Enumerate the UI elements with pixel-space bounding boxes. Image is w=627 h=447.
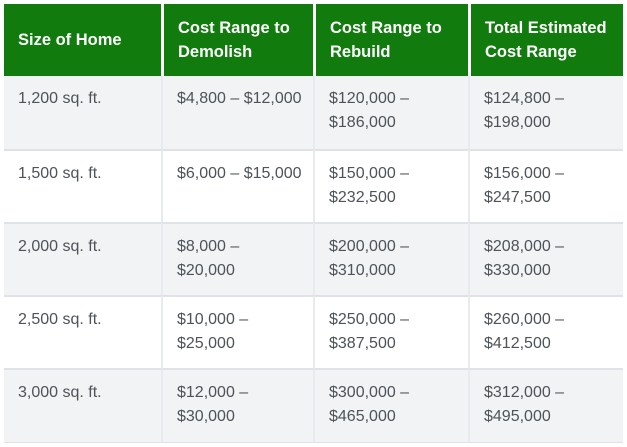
header-total-estimated-cost: Total Estimated Cost Range bbox=[468, 4, 623, 76]
header-cost-range-rebuild: Cost Range to Rebuild bbox=[313, 4, 468, 76]
cell-home-size: 2,000 sq. ft. bbox=[4, 222, 161, 295]
table-row: 1,200 sq. ft. $4,800 – $12,000 $120,000 … bbox=[4, 76, 623, 149]
table-row: 2,000 sq. ft. $8,000 – $20,000 $200,000 … bbox=[4, 222, 623, 295]
cell-total-cost: $124,800 – $198,000 bbox=[468, 76, 623, 149]
home-demolish-rebuild-cost-table: Size of Home Cost Range to Demolish Cost… bbox=[4, 4, 623, 443]
cell-total-cost: $260,000 – $412,500 bbox=[468, 295, 623, 368]
header-cost-range-demolish: Cost Range to Demolish bbox=[161, 4, 313, 76]
cell-rebuild-cost: $300,000 – $465,000 bbox=[313, 368, 468, 443]
table-row: 3,000 sq. ft. $12,000 – $30,000 $300,000… bbox=[4, 368, 623, 443]
cell-rebuild-cost: $250,000 – $387,500 bbox=[313, 295, 468, 368]
cell-demolish-cost: $4,800 – $12,000 bbox=[161, 76, 313, 149]
header-size-of-home: Size of Home bbox=[4, 4, 161, 76]
cell-home-size: 3,000 sq. ft. bbox=[4, 368, 161, 443]
cell-home-size: 1,500 sq. ft. bbox=[4, 149, 161, 222]
table-row: 1,500 sq. ft. $6,000 – $15,000 $150,000 … bbox=[4, 149, 623, 222]
cell-rebuild-cost: $200,000 – $310,000 bbox=[313, 222, 468, 295]
cell-home-size: 1,200 sq. ft. bbox=[4, 76, 161, 149]
cell-rebuild-cost: $120,000 – $186,000 bbox=[313, 76, 468, 149]
cell-demolish-cost: $12,000 – $30,000 bbox=[161, 368, 313, 443]
cell-total-cost: $156,000 – $247,500 bbox=[468, 149, 623, 222]
cell-total-cost: $208,000 – $330,000 bbox=[468, 222, 623, 295]
cell-total-cost: $312,000 – $495,000 bbox=[468, 368, 623, 443]
cell-demolish-cost: $10,000 – $25,000 bbox=[161, 295, 313, 368]
header-row: Size of Home Cost Range to Demolish Cost… bbox=[4, 4, 623, 76]
cell-rebuild-cost: $150,000 – $232,500 bbox=[313, 149, 468, 222]
cell-demolish-cost: $8,000 – $20,000 bbox=[161, 222, 313, 295]
table-row: 2,500 sq. ft. $10,000 – $25,000 $250,000… bbox=[4, 295, 623, 368]
cell-home-size: 2,500 sq. ft. bbox=[4, 295, 161, 368]
cell-demolish-cost: $6,000 – $15,000 bbox=[161, 149, 313, 222]
